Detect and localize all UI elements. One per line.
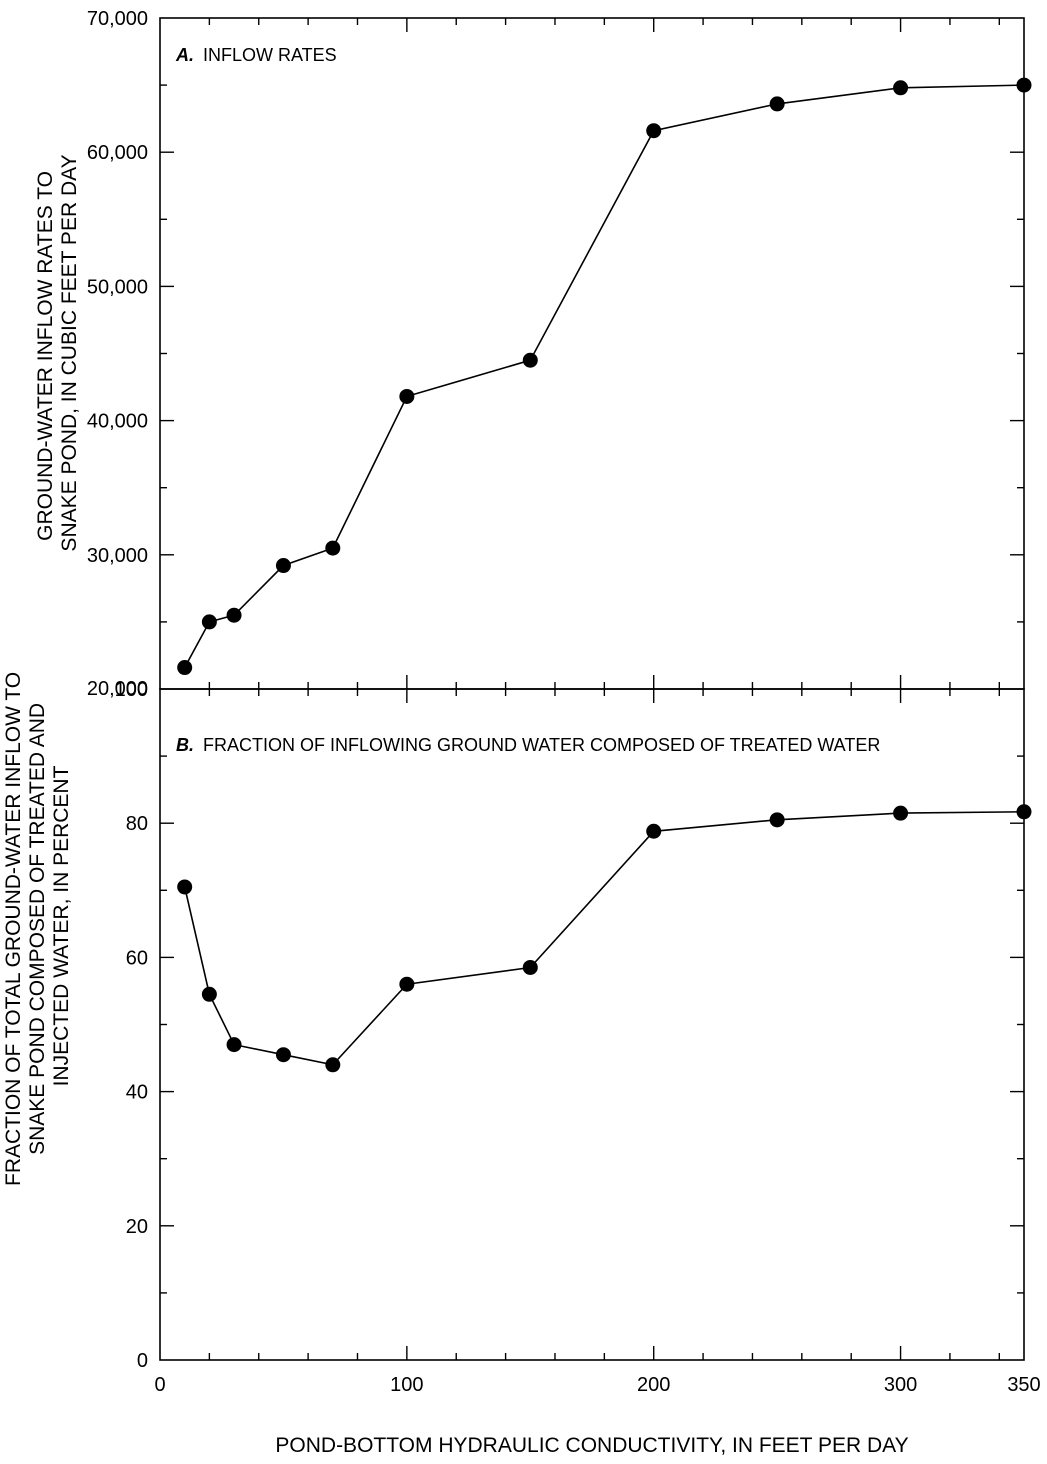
- panel-b-x-tick-label: 0: [154, 1374, 165, 1396]
- panel-b-letter: B.: [176, 735, 194, 755]
- panel-b-x-tick-label: 100: [390, 1374, 423, 1396]
- panel-a-tick-labels: 20,000 30,000 40,000 50,000 60,000 70,000: [87, 8, 148, 700]
- panel-a-y-tick-label: 50,000: [87, 276, 148, 298]
- panel-a-data-point: [325, 540, 341, 556]
- panel-b-frame: [159, 688, 1025, 1361]
- panel-b-tick-labels: 0 20 40 60 80 100 0 100 200 300 350: [115, 679, 1041, 1396]
- panel-a-ticks: [160, 18, 1024, 689]
- panel-b-data-point: [325, 1057, 341, 1073]
- panel-b-y-axis-title: FRACTION OF TOTAL GROUND-WATER INFLOW TO…: [2, 666, 73, 1186]
- panel-b-title-text: FRACTION OF INFLOWING GROUND WATER COMPO…: [203, 735, 880, 755]
- panel-b-ticks: [160, 689, 1024, 1360]
- panel-a-y-axis-title-line-1: GROUND-WATER INFLOW RATES TO: [34, 171, 57, 541]
- panel-b-data: [177, 804, 1032, 1073]
- panel-a-data-point: [893, 80, 909, 96]
- panel-b-data-point: [399, 976, 415, 992]
- panel-a-data-point: [399, 388, 415, 404]
- panel-a-frame: [159, 17, 1025, 690]
- panel-b-x-tick-label: 350: [1007, 1374, 1040, 1396]
- panel-a-data-point: [522, 352, 538, 368]
- panel-a-series-line: [183, 84, 1025, 668]
- panel-b-fraction: B. FRACTION OF INFLOWING GROUND WATER CO…: [2, 666, 1041, 1396]
- panel-a-title: A. INFLOW RATES: [175, 45, 337, 65]
- panel-b-data-point: [1016, 804, 1032, 820]
- panel-b-data-point: [769, 812, 785, 828]
- panel-a-data-point: [1016, 77, 1032, 93]
- panel-a-data-point: [769, 96, 785, 112]
- panel-b-y-axis-title-line-3: INJECTED WATER, IN PERCENT: [50, 765, 73, 1086]
- panel-a-y-tick-label: 60,000: [87, 142, 148, 164]
- panel-b-data-point: [177, 879, 193, 895]
- panel-b-data-point: [201, 986, 217, 1002]
- x-axis-title: POND-BOTTOM HYDRAULIC CONDUCTIVITY, IN F…: [275, 1434, 908, 1457]
- panel-b-title: B. FRACTION OF INFLOWING GROUND WATER CO…: [176, 735, 880, 755]
- panel-b-y-tick-label: 60: [126, 947, 148, 969]
- panel-a-data-point: [275, 558, 291, 574]
- panel-b-y-tick-label: 80: [126, 813, 148, 835]
- panel-b-data-point: [226, 1037, 242, 1053]
- panel-a-data-point: [646, 123, 662, 139]
- panel-b-y-axis-title-line-2: SNAKE POND COMPOSED OF TREATED AND: [26, 703, 49, 1155]
- panel-b-data-point: [646, 823, 662, 839]
- panel-a-y-tick-label: 40,000: [87, 411, 148, 433]
- panel-b-y-axis-title-line-1: FRACTION OF TOTAL GROUND-WATER INFLOW TO: [2, 672, 25, 1186]
- panel-b-y-tick-label: 40: [126, 1082, 148, 1104]
- panel-a-letter: A.: [175, 45, 194, 65]
- panel-a-y-tick-label: 70,000: [87, 8, 148, 30]
- panel-a-y-axis-title-line-2: SNAKE POND, IN CUBIC FEET PER DAY: [58, 154, 81, 551]
- panel-a-title-text: INFLOW RATES: [203, 45, 337, 65]
- panel-b-data-point: [275, 1047, 291, 1063]
- panel-a-inflow-rates: A. INFLOW RATES GROUND-WATER INFLOW RATE…: [34, 8, 1032, 700]
- panel-a-y-tick-label: 20,000: [87, 678, 148, 700]
- panel-b-data-point: [522, 959, 538, 975]
- panel-b-x-tick-label: 300: [884, 1374, 917, 1396]
- panel-a-data: [177, 77, 1032, 676]
- panel-b-data-point: [893, 805, 909, 821]
- panel-b-y-tick-label: 100: [115, 679, 148, 701]
- panel-a-y-axis-title: GROUND-WATER INFLOW RATES TO SNAKE POND,…: [34, 154, 81, 551]
- panel-a-data-point: [177, 660, 193, 676]
- panel-a-data-point: [201, 614, 217, 630]
- panel-a-data-point: [226, 607, 242, 623]
- panel-b-series-line: [183, 811, 1025, 1066]
- panel-b-x-tick-label: 200: [637, 1374, 670, 1396]
- panel-b-y-tick-label: 20: [126, 1216, 148, 1238]
- panel-a-y-tick-label: 30,000: [87, 545, 148, 567]
- panel-b-y-tick-label: 0: [137, 1350, 148, 1372]
